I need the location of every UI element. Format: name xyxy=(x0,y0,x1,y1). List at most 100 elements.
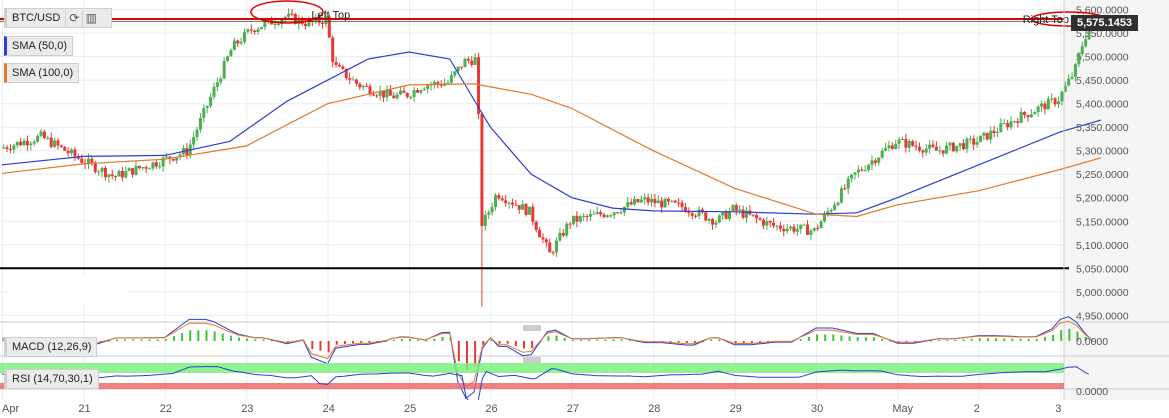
candle-body xyxy=(945,145,949,154)
candle-body xyxy=(477,57,481,114)
candle-body xyxy=(514,204,518,206)
macd-histogram-bar xyxy=(710,339,713,341)
refresh-icon[interactable]: ⟳ xyxy=(65,10,82,26)
macd-line xyxy=(2,316,1094,400)
candle-body xyxy=(344,68,348,79)
rsi-legend[interactable]: RSI (14,70,30,1) xyxy=(4,369,99,389)
candle-body xyxy=(772,222,776,226)
macd-histogram-bar xyxy=(612,339,615,341)
candle-body xyxy=(568,223,572,225)
candle-body xyxy=(734,205,738,211)
macd-histogram-bar xyxy=(986,338,989,341)
candle-body xyxy=(1040,103,1044,107)
candle-body xyxy=(249,29,253,31)
candle-body xyxy=(287,13,291,17)
macd-histogram-bar xyxy=(848,336,851,341)
candle-body xyxy=(951,142,955,152)
y-tick-label: 5,150.0000 xyxy=(1076,216,1129,228)
macd-histogram-bar xyxy=(1068,328,1071,341)
candle-body xyxy=(70,149,74,154)
macd-legend[interactable]: MACD (12,26,9) xyxy=(4,337,98,357)
candle-body xyxy=(900,138,904,140)
candle-body xyxy=(80,158,84,163)
candle-body xyxy=(867,164,871,171)
macd-histogram-bar xyxy=(1003,338,1006,341)
candle-body xyxy=(1067,78,1071,86)
candle-body xyxy=(995,132,999,134)
candle-body xyxy=(378,90,382,96)
macd-histogram-bar xyxy=(872,337,875,341)
candle-body xyxy=(307,20,311,27)
candle-body xyxy=(941,150,945,154)
candle-body xyxy=(870,160,874,165)
y-tick-label: 5,100.0000 xyxy=(1076,240,1129,252)
candle-body xyxy=(887,145,891,149)
candle-body xyxy=(321,22,325,24)
candle-body xyxy=(629,202,633,205)
macd-histogram-bar xyxy=(221,333,224,341)
macd-histogram-bar xyxy=(889,340,892,342)
candle-body xyxy=(331,37,335,62)
macd-histogram-bar xyxy=(140,339,143,341)
y-tick-label: 5,450.0000 xyxy=(1076,75,1129,87)
candle-body xyxy=(592,213,596,215)
candle-body xyxy=(856,169,860,173)
candle-body xyxy=(46,137,50,139)
macd-histogram-bar xyxy=(1052,334,1055,341)
rsi-overbought-band xyxy=(0,363,1064,373)
sma50-legend[interactable]: SMA (50,0) xyxy=(4,36,74,56)
macd-histogram-bar xyxy=(840,335,843,341)
candle-body xyxy=(921,150,925,153)
sma50-line xyxy=(1,51,1102,215)
candle-body xyxy=(432,82,436,85)
candle-body xyxy=(595,212,599,214)
candle-body xyxy=(110,174,114,177)
candle-body xyxy=(148,168,152,170)
candle-body xyxy=(256,29,260,33)
candle-body xyxy=(999,123,1003,133)
candle-body xyxy=(622,206,626,213)
macd-histogram-bar xyxy=(115,339,118,341)
candle-body xyxy=(114,176,118,178)
macd-histogram-bar xyxy=(392,339,395,341)
macd-histogram-bar xyxy=(799,339,802,341)
symbol-legend[interactable]: BTC/USD ⟳ ▥ xyxy=(4,8,112,28)
candle-body xyxy=(12,145,16,150)
candle-body xyxy=(721,211,725,216)
candle-body xyxy=(1084,39,1088,47)
candle-body xyxy=(419,90,423,93)
candle-body xyxy=(897,139,901,144)
x-tick-label: 3 xyxy=(1055,403,1061,415)
candle-body xyxy=(195,129,199,138)
macd-histogram-bar xyxy=(327,341,330,353)
macd-histogram-bar xyxy=(913,341,916,343)
sma100-legend[interactable]: SMA (100,0) xyxy=(4,63,80,83)
macd-histogram-bar xyxy=(319,341,322,351)
candle-body xyxy=(802,224,806,226)
candle-body xyxy=(466,58,470,61)
candle-body xyxy=(839,188,843,203)
candle-body xyxy=(151,162,155,169)
macd-histogram-bar xyxy=(1076,331,1079,341)
macd-histogram-bar xyxy=(759,341,762,343)
candle-body xyxy=(619,212,623,214)
macd-histogram-bar xyxy=(547,336,550,341)
candle-body xyxy=(436,82,440,84)
candle-body xyxy=(677,202,681,204)
y-tick-label: 5,250.0000 xyxy=(1076,169,1129,181)
macd-histogram-bar xyxy=(514,341,517,347)
candle-body xyxy=(558,232,562,241)
candle-body xyxy=(59,145,63,147)
macd-histogram-bar xyxy=(506,341,509,344)
y-tick-label: 5,300.0000 xyxy=(1076,146,1129,158)
bar-chart-icon[interactable]: ▥ xyxy=(82,10,99,26)
candle-body xyxy=(131,168,135,175)
candle-body xyxy=(524,204,528,215)
macd-histogram-bar xyxy=(522,341,525,349)
candle-body xyxy=(666,198,670,202)
macd-histogram-bar xyxy=(343,341,346,344)
candle-body xyxy=(253,30,257,33)
macd-histogram-bar xyxy=(189,330,192,341)
macd-histogram-bar xyxy=(620,339,623,341)
